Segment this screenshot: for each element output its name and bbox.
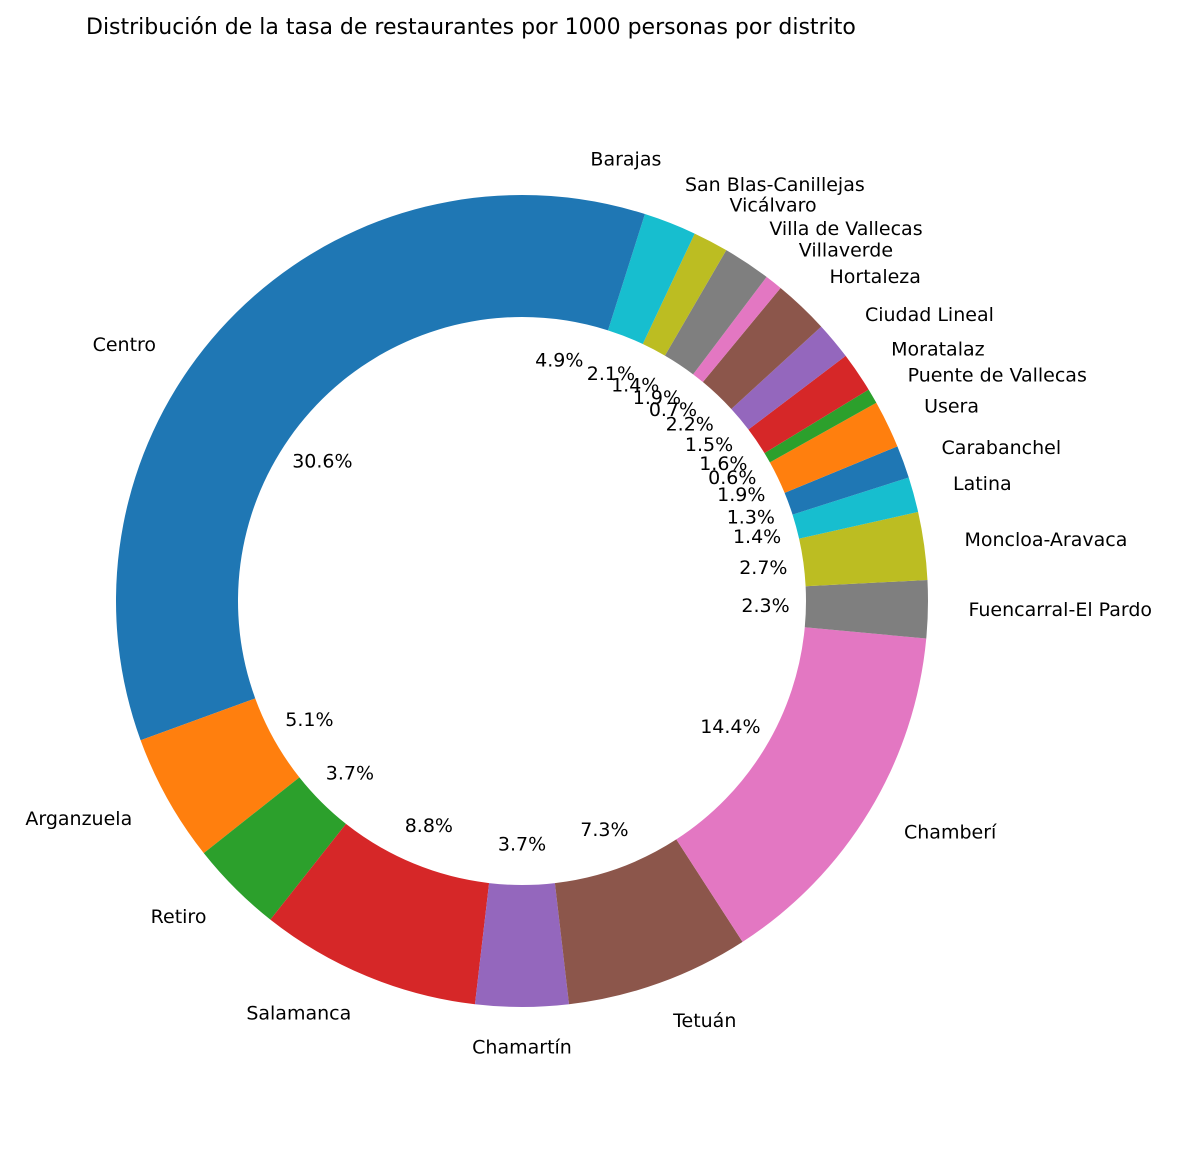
slice-usera [769,402,898,493]
pct-label-vicalvaro: 1.4% [611,374,659,396]
slice-barajas [522,195,645,331]
pct-label-retiro: 3.7% [326,762,374,784]
category-label-vicalvaro: Vicálvaro [730,195,817,217]
pct-label-barajas: 4.9% [535,349,583,371]
pct-label-ciudad-lineal: 1.5% [685,434,733,456]
slice-puente-de-vallecas [764,389,877,463]
slice-villaverde [693,276,781,383]
donut-slices [116,195,928,1007]
slice-salamanca [270,823,490,1005]
pct-label-chamberi: 14.4% [700,716,760,738]
category-label-barajas: Barajas [590,149,661,171]
category-label-puente-de-vallecas: Puente de Vallecas [908,365,1087,387]
pct-label-latina: 1.4% [733,526,781,548]
pct-label-chamartin: 3.7% [498,834,546,856]
pct-label-moncloa-aravaca: 2.7% [739,557,787,579]
pct-label-moratalaz: 1.6% [699,453,747,475]
pct-label-hortaleza: 2.2% [666,413,714,435]
pct-label-carabanchel: 1.3% [727,506,775,528]
category-label-villa-de-vallecas: Villa de Vallecas [769,218,922,240]
category-labels: Centro Arganzuela Retiro Salamanca Chamartín… [25,149,1152,1059]
slice-retiro [203,777,346,920]
pct-label-centro: 30.6% [292,450,352,472]
category-label-latina: Latina [953,473,1012,495]
slice-chamartin [474,883,570,1007]
slice-latina [792,477,919,539]
slice-ciudad-lineal [731,326,846,430]
pct-label-villaverde: 0.7% [649,399,697,421]
category-label-usera: Usera [924,396,979,418]
pct-label-usera: 1.9% [717,484,765,506]
slice-arganzuela [140,698,300,854]
slice-tetuan [554,839,743,1005]
pct-label-fuencarral-el-pardo: 2.3% [741,595,789,617]
slice-fuencarral-el-pardo [804,579,928,639]
slice-villa-de-vallecas [664,250,767,375]
category-label-salamanca: Salamanca [246,1003,351,1025]
category-label-moncloa-aravaca: Moncloa-Aravaca [964,529,1127,551]
slice-san-blas-canillejas [607,214,695,344]
category-label-tetuan: Tetuán [672,1010,736,1032]
category-label-san-blas-canillejas: San Blas-Canillejas [685,174,865,196]
slice-chamberi [676,627,927,942]
category-label-ciudad-lineal: Ciudad Lineal [865,304,994,326]
slice-moratalaz [748,355,869,454]
slice-carabanchel [784,446,909,515]
category-label-villaverde: Villaverde [799,240,893,262]
category-label-retiro: Retiro [151,906,207,928]
category-label-fuencarral-el-pardo: Fuencarral-El Pardo [969,599,1153,621]
category-label-hortaleza: Hortaleza [830,266,921,288]
pct-label-san-blas-canillejas: 2.1% [587,363,635,385]
slice-moncloa-aravaca [799,511,928,587]
pct-label-salamanca: 8.8% [405,815,453,837]
category-label-arganzuela: Arganzuela [25,808,132,830]
pct-label-arganzuela: 5.1% [285,709,333,731]
category-label-centro: Centro [93,334,156,356]
category-label-carabanchel: Carabanchel [942,437,1062,459]
percent-labels: 30.6% 5.1% 3.7% 8.8% 3.7% 7.3% 14.4% 2.3% 2.7% 1.… [285,349,789,855]
category-label-moratalaz: Moratalaz [891,339,984,361]
slice-hortaleza [702,287,822,410]
chart-title: Distribución de la tasa de restaurantes … [86,15,856,40]
slice-vicalvaro [642,233,727,356]
pct-label-tetuan: 7.3% [580,819,628,841]
category-label-chamberi: Chamberí [904,821,997,843]
category-label-chamartin: Chamartín [472,1037,572,1059]
slice-centro [116,195,523,741]
pct-label-puente-de-vallecas: 0.6% [708,467,756,489]
pct-label-villa-de-vallecas: 1.9% [633,387,681,409]
